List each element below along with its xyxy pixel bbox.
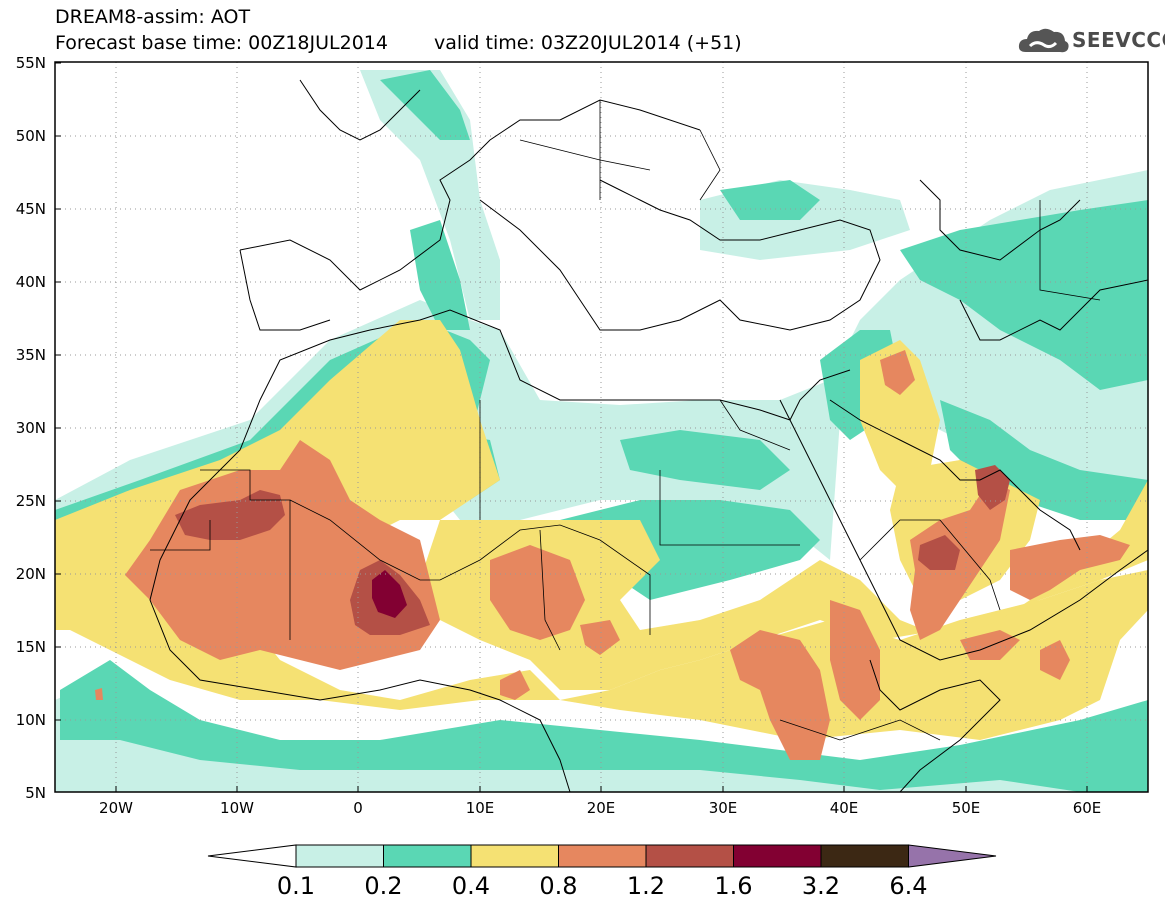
lon-label: 60E	[1073, 799, 1102, 817]
lat-label: 10N	[16, 711, 46, 729]
colorbar-label: 0.4	[452, 872, 490, 900]
colorbar-over-arrow	[908, 844, 997, 868]
lat-label: 30N	[16, 419, 46, 437]
lon-label: 0	[353, 799, 363, 817]
time-info: Forecast base time: 00Z18JUL2014 valid ti…	[55, 32, 742, 54]
tick-marks	[55, 62, 1088, 792]
colorbar-label: 6.4	[889, 872, 927, 900]
lat-label: 15N	[16, 638, 46, 656]
colorbar: 0.1 0.2 0.4 0.8 1.2 1.6 3.2 6.4	[207, 844, 997, 900]
lon-labels: 20W 10W 0 10E 20E 30E 40E 50E 60E	[99, 799, 1101, 817]
borders	[150, 100, 1101, 741]
colorbar-segment	[733, 844, 822, 868]
lon-label: 20E	[587, 799, 616, 817]
valid-time: valid time: 03Z20JUL2014 (+51)	[433, 32, 742, 54]
colorbar-label: 1.6	[714, 872, 752, 900]
aot-level-1.6	[372, 570, 407, 618]
lon-label: 10E	[466, 799, 495, 817]
colorbar-label: 3.2	[802, 872, 840, 900]
lon-label: 20W	[99, 799, 133, 817]
lat-label: 50N	[16, 127, 46, 145]
colorbar-under-arrow	[207, 844, 297, 868]
colorbar-segment	[295, 844, 384, 868]
cloud-icon	[1018, 28, 1069, 53]
lat-label: 40N	[16, 273, 46, 291]
lat-labels: 55N 50N 45N 40N 35N 30N 25N 20N 15N 10N …	[16, 54, 46, 802]
lat-label: 55N	[16, 54, 46, 72]
lon-label: 10W	[220, 799, 254, 817]
colorbar-label: 0.8	[539, 872, 577, 900]
coastlines	[149, 79, 1148, 792]
colorbar-segment	[645, 844, 734, 868]
forecast-base-time: Forecast base time: 00Z18JUL2014	[55, 32, 388, 54]
colorbar-segment	[383, 844, 472, 868]
lat-label: 35N	[16, 346, 46, 364]
colorbar-label: 0.2	[364, 872, 402, 900]
lon-label: 30E	[709, 799, 738, 817]
graticule	[55, 62, 1148, 792]
logo-text: SEEVCCC	[1072, 28, 1165, 52]
lat-label: 5N	[25, 784, 46, 802]
colorbar-label: 0.1	[277, 872, 315, 900]
map-title: DREAM8-assim: AOT	[55, 6, 251, 28]
lat-label: 25N	[16, 492, 46, 510]
lon-label: 50E	[952, 799, 981, 817]
colorbar-segment	[470, 844, 559, 868]
seevccc-logo: SEEVCCC	[1016, 24, 1165, 58]
colorbar-label: 1.2	[627, 872, 665, 900]
lat-label: 20N	[16, 565, 46, 583]
colorbar-segment	[820, 844, 909, 868]
lat-label: 45N	[16, 200, 46, 218]
lon-label: 40E	[830, 799, 859, 817]
colorbar-segment	[558, 844, 647, 868]
